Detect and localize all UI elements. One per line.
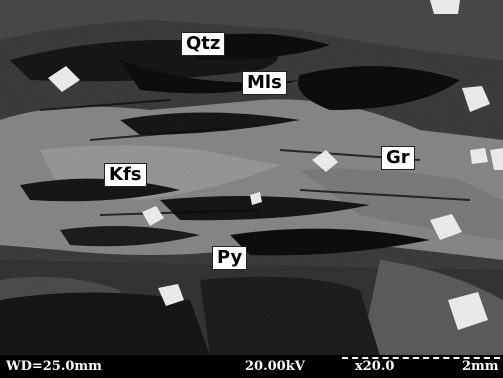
label-kfs: Kfs: [104, 163, 147, 187]
label-qtz: Qtz: [181, 32, 226, 56]
accelerating-voltage: 20.00kV: [245, 359, 305, 374]
working-distance: WD=25.0mm: [6, 359, 102, 374]
label-gr: Gr: [381, 146, 415, 170]
sem-databar: WD=25.0mm 20.00kV x20.0 2mm: [0, 355, 503, 378]
label-mls: Mls: [242, 71, 287, 95]
label-py: Py: [212, 246, 248, 270]
scale-label: 2mm: [462, 359, 499, 374]
scale-bar: [342, 357, 500, 359]
magnification: x20.0: [355, 359, 395, 374]
